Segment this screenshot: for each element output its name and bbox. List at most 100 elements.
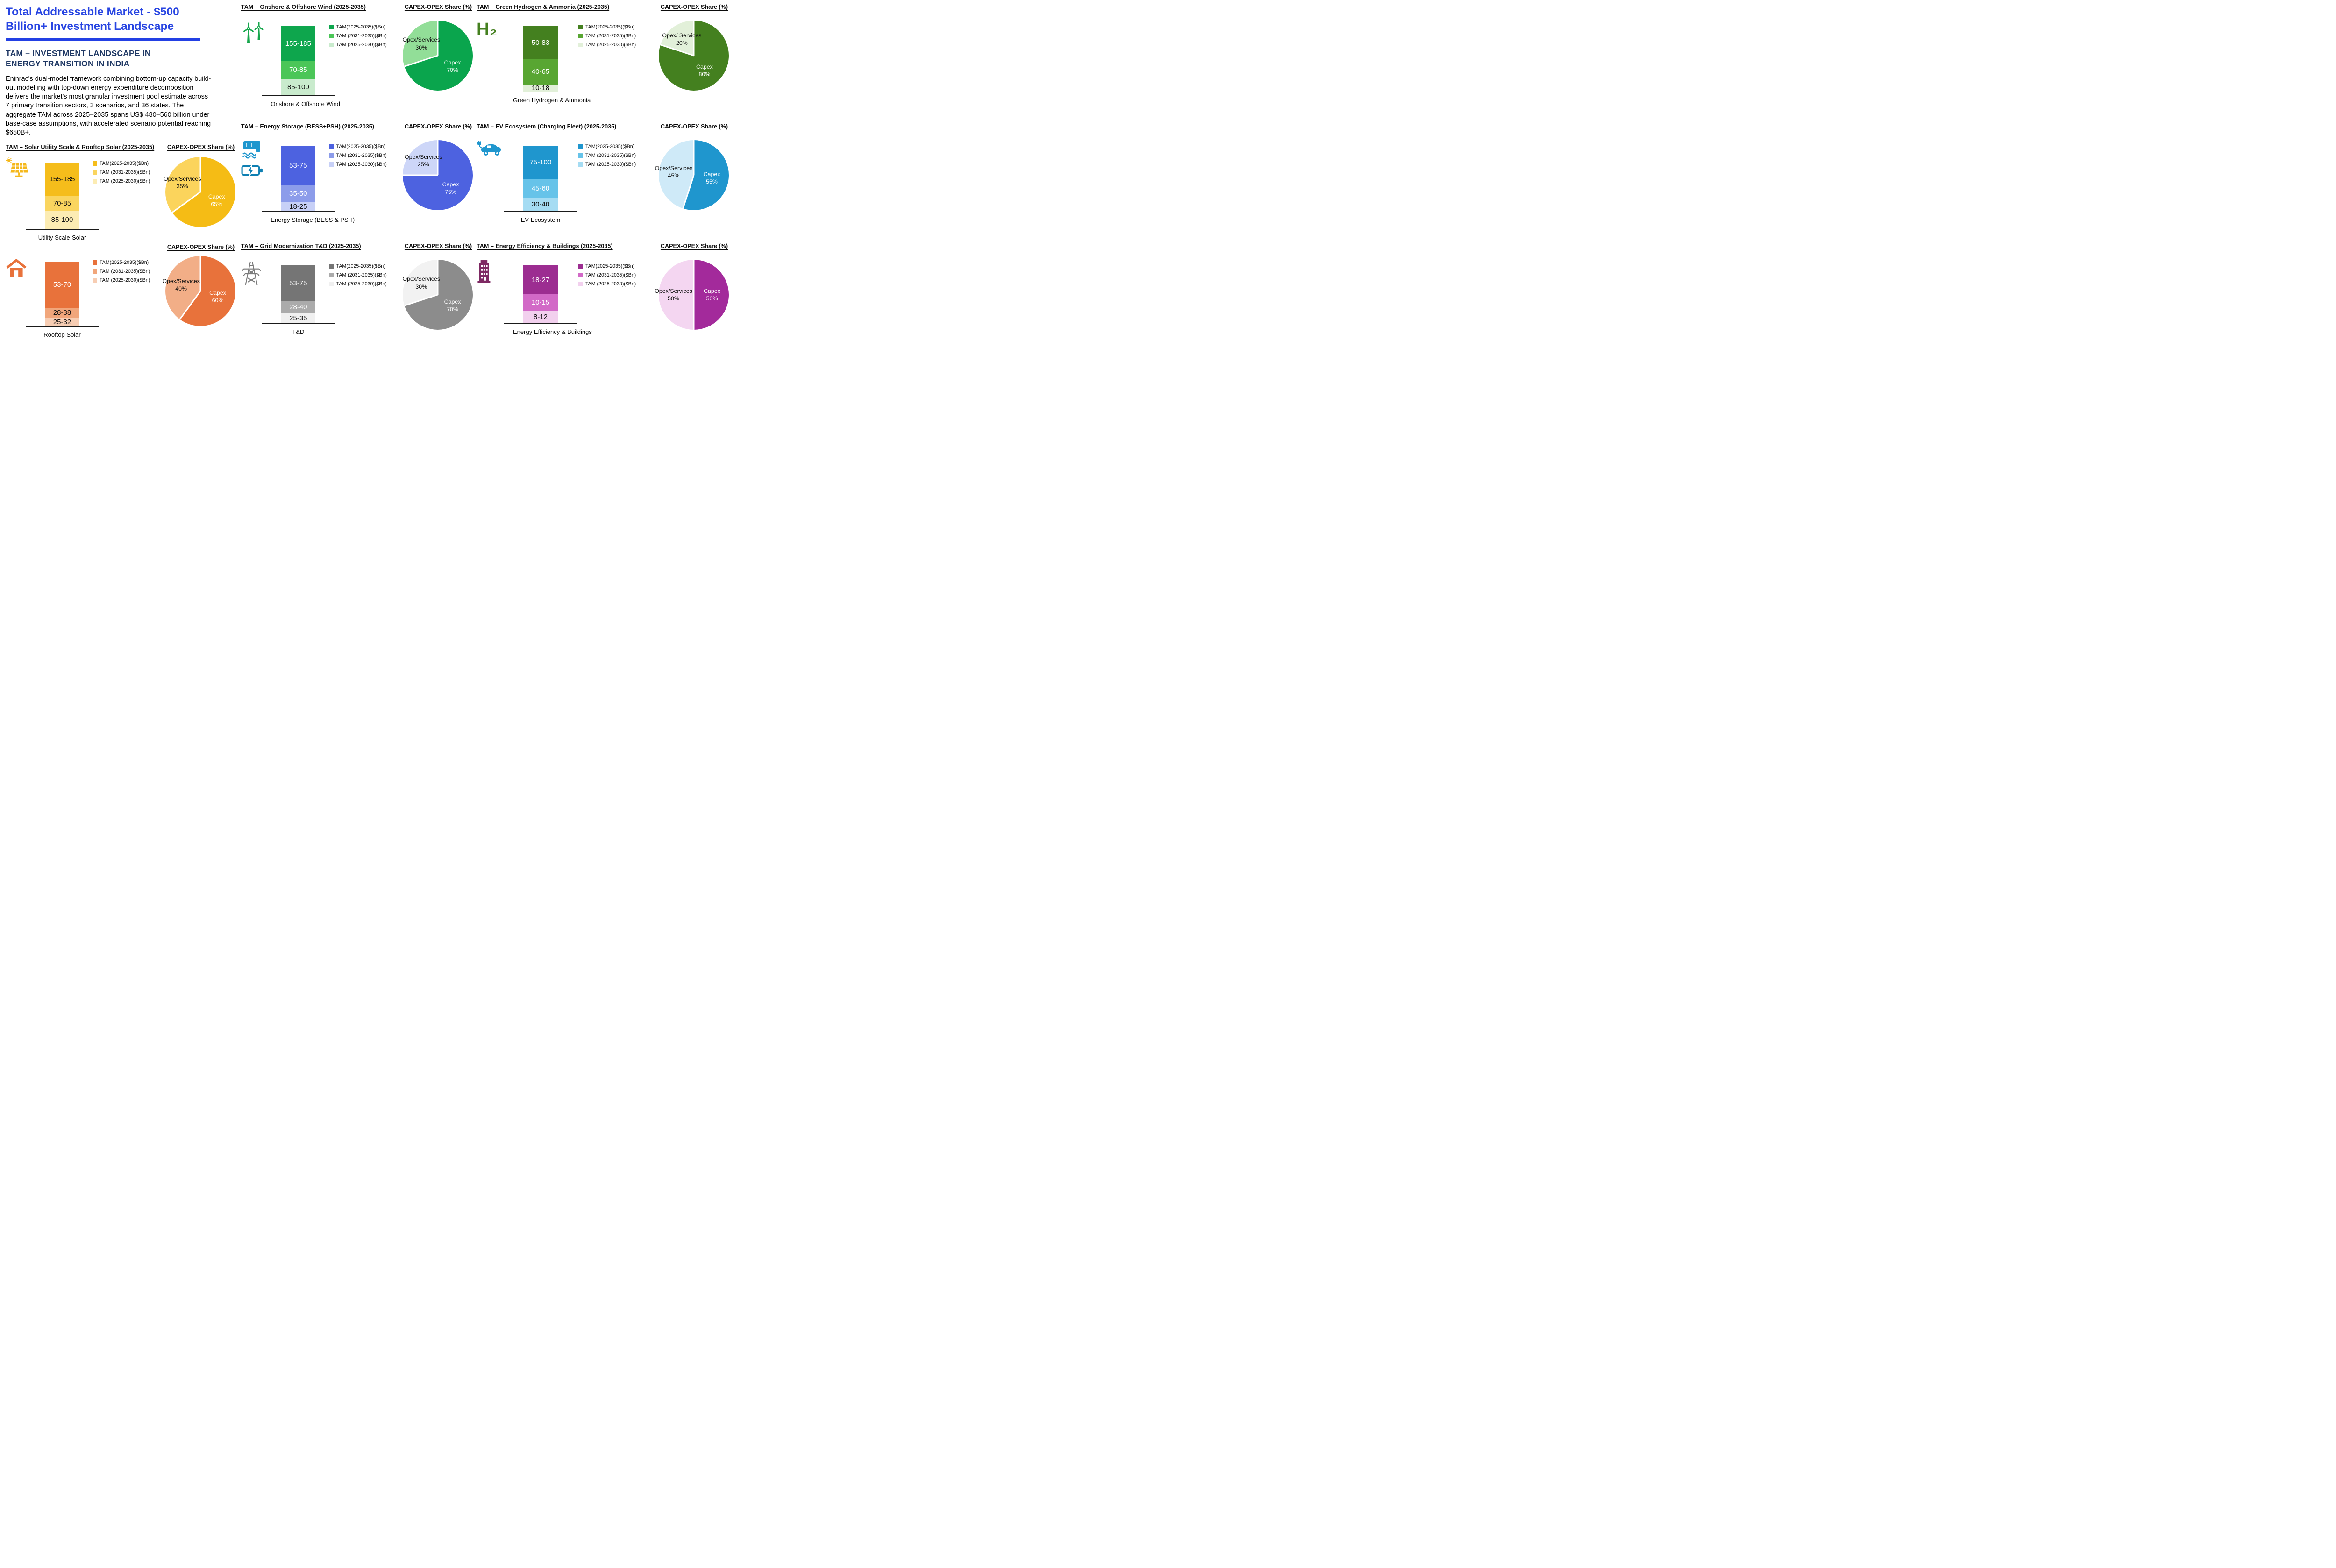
- legend-item: TAM (2025-2030)($Bn): [93, 277, 163, 283]
- legend-swatch: [578, 34, 583, 38]
- pie-capex-label: Capex 80%: [696, 63, 713, 78]
- legend: TAM(2025-2035)($Bn) TAM (2031-2035)($Bn) T…: [578, 139, 648, 223]
- pie-slice-divider: [179, 291, 201, 320]
- bar-chart-title: TAM – Green Hydrogen & Ammonia (2025-203…: [477, 4, 610, 10]
- legend-label: TAM (2031-2035)($Bn): [100, 269, 150, 275]
- bar-segment: 28-40: [281, 301, 316, 313]
- bar-segment: 18-25: [281, 202, 316, 211]
- legend-swatch: [578, 144, 583, 149]
- bar-segment: 155-185: [281, 26, 316, 61]
- hydro-dam-icon: [241, 140, 267, 161]
- legend-swatch: [93, 161, 97, 166]
- sector-content: 53-75 28-40 25-35 T&D TAM(2025-2035)($Bn) T…: [241, 259, 473, 335]
- legend-swatch: [93, 179, 97, 184]
- pie-chart-title: CAPEX-OPEX Share (%): [660, 243, 728, 249]
- legend-swatch: [578, 25, 583, 29]
- legend-item: TAM(2025-2035)($Bn): [578, 263, 648, 269]
- capex-opex-pie: Capex 65% Opex/Services 35%: [164, 157, 235, 227]
- legend-swatch: [329, 162, 334, 167]
- sector-content: 18-27 10-15 8-12 Energy Efficiency & Build…: [477, 259, 729, 335]
- right-column: TAM – Green Hydrogen & Ammonia (2025-203…: [477, 4, 729, 359]
- h2-glyph: H₂: [477, 20, 498, 39]
- pie-slice-divider: [199, 157, 201, 192]
- pie-slice-divider: [199, 256, 201, 291]
- pie-slice-divider: [402, 174, 438, 176]
- pie-opex-label: Opex/Services 30%: [402, 276, 441, 290]
- legend-label: TAM (2031-2035)($Bn): [336, 33, 387, 39]
- sector-header: TAM – Energy Storage (BESS+PSH) (2025-20…: [241, 123, 473, 130]
- legend-item: TAM (2025-2030)($Bn): [329, 281, 399, 287]
- pie-opex-label: Opex/ Services 20%: [662, 32, 702, 46]
- legend: TAM(2025-2035)($Bn) TAM (2031-2035)($Bn) T…: [578, 20, 648, 104]
- slide-canvas: Total Addressable Market - $500 Billion+…: [0, 0, 733, 359]
- legend-label: TAM (2031-2035)($Bn): [585, 153, 636, 158]
- legend-swatch: [578, 162, 583, 167]
- legend-label: TAM(2025-2035)($Bn): [336, 263, 385, 269]
- pie-slice-divider: [693, 295, 695, 330]
- bar-chart-title: TAM – EV Ecosystem (Charging Fleet) (202…: [477, 123, 617, 130]
- page-description: Eninrac's dual-model framework combining…: [6, 75, 211, 136]
- bar-segment: 50-83: [523, 26, 558, 59]
- building-icon: [477, 259, 503, 335]
- bar-chart: 155-185 70-85 85-100 Utility Scale-Solar: [26, 156, 99, 241]
- sector-header: TAM – Grid Modernization T&D (2025-2035)…: [241, 243, 473, 249]
- legend-swatch: [329, 34, 334, 38]
- sector-ev-ecosystem: TAM – EV Ecosystem (Charging Fleet) (202…: [477, 123, 729, 240]
- legend-label: TAM (2025-2030)($Bn): [585, 162, 636, 167]
- bar-category-label: Green Hydrogen & Ammonia: [513, 97, 591, 104]
- legend-label: TAM (2031-2035)($Bn): [585, 272, 636, 278]
- legend-label: TAM (2025-2030)($Bn): [100, 178, 150, 184]
- legend-item: TAM (2031-2035)($Bn): [578, 272, 648, 278]
- x-axis: [262, 211, 335, 212]
- bar-chart: 18-27 10-15 8-12 Energy Efficiency & Build…: [504, 259, 592, 335]
- legend: TAM(2025-2035)($Bn) TAM (2031-2035)($Bn) T…: [329, 139, 399, 223]
- legend: TAM(2025-2035)($Bn) TAM (2031-2035)($Bn) T…: [329, 259, 399, 335]
- bar-chart-title: TAM – Energy Storage (BESS+PSH) (2025-20…: [241, 123, 374, 130]
- pie-slice-divider: [682, 175, 695, 209]
- pie-slice-divider: [693, 21, 695, 56]
- legend-swatch: [93, 170, 97, 175]
- bar-chart-title: TAM – Solar Utility Scale & Rooftop Sola…: [6, 144, 155, 151]
- pie-opex-label: Opex/Services 30%: [402, 36, 441, 51]
- legend-label: TAM (2031-2035)($Bn): [585, 33, 636, 39]
- sector-energy-storage: TAM – Energy Storage (BESS+PSH) (2025-20…: [241, 123, 473, 240]
- legend-label: TAM(2025-2035)($Bn): [585, 263, 635, 269]
- pie-chart-title: CAPEX-OPEX Share (%): [404, 4, 472, 10]
- pie-opex-label: Opex/Services 25%: [404, 154, 442, 168]
- sector-wind: TAM – Onshore & Offshore Wind (2025-2035…: [241, 4, 473, 121]
- bar-segment: 30-40: [523, 198, 558, 211]
- pie-chart-title: CAPEX-OPEX Share (%): [660, 4, 728, 10]
- sector-grid-modernization: TAM – Grid Modernization T&D (2025-2035)…: [241, 243, 473, 359]
- sector-header: CAPEX-OPEX Share (%): [6, 244, 235, 250]
- bar-chart-title: TAM – Grid Modernization T&D (2025-2035): [241, 243, 361, 249]
- legend-item: TAM(2025-2035)($Bn): [329, 24, 399, 30]
- legend-item: TAM (2031-2035)($Bn): [93, 269, 163, 274]
- legend-item: TAM (2031-2035)($Bn): [329, 33, 399, 39]
- legend-label: TAM(2025-2035)($Bn): [100, 161, 149, 167]
- legend: TAM(2025-2035)($Bn) TAM (2031-2035)($Bn) T…: [93, 156, 163, 241]
- pie-capex-label: Capex 70%: [444, 59, 461, 73]
- pie-slice-divider: [437, 140, 439, 175]
- bar-segment: 70-85: [281, 61, 316, 79]
- legend: TAM(2025-2035)($Bn) TAM (2031-2035)($Bn) T…: [578, 259, 648, 335]
- legend-item: TAM(2025-2035)($Bn): [93, 161, 163, 166]
- pie-slice-divider: [437, 21, 439, 56]
- sector-header: TAM – Energy Efficiency & Buildings (202…: [477, 243, 729, 249]
- legend-item: TAM (2025-2030)($Bn): [93, 178, 163, 184]
- bar-category-label: T&D: [292, 328, 305, 335]
- x-axis: [262, 323, 335, 324]
- legend-item: TAM (2031-2035)($Bn): [578, 153, 648, 158]
- stacked-bar: 75-100 45-60 30-40: [523, 146, 558, 211]
- stacked-bar: 155-185 70-85 85-100: [281, 26, 316, 95]
- pie-capex-label: Capex 55%: [703, 170, 720, 185]
- legend-label: TAM (2025-2030)($Bn): [336, 281, 387, 287]
- bar-category-label: Utility Scale-Solar: [38, 234, 86, 241]
- stacked-bar: 155-185 70-85 85-100: [45, 163, 79, 229]
- legend-item: TAM (2031-2035)($Bn): [93, 170, 163, 175]
- legend-swatch: [329, 153, 334, 158]
- house-icon: [6, 255, 32, 338]
- pie-capex-label: Capex 70%: [444, 298, 461, 312]
- legend-label: TAM(2025-2035)($Bn): [585, 24, 635, 30]
- sector-utility-solar: TAM – Solar Utility Scale & Rooftop Sola…: [6, 144, 235, 241]
- pie-capex-label: Capex 60%: [209, 289, 226, 304]
